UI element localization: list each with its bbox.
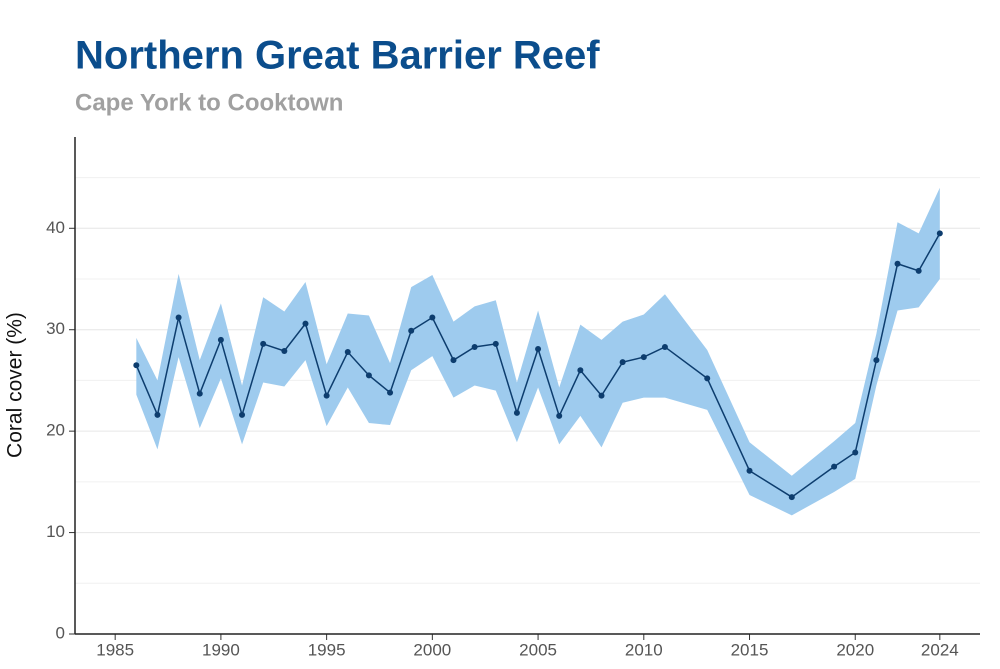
point	[535, 345, 542, 352]
point	[831, 463, 838, 470]
y-tick-label: 10	[46, 522, 65, 541]
point	[852, 449, 859, 456]
point	[196, 390, 203, 397]
point	[894, 260, 901, 267]
x-tick-label: 1985	[96, 640, 134, 659]
x-tick-label: 2024	[921, 640, 959, 659]
x-tick-label: 2000	[413, 640, 451, 659]
x-tick-label: 2010	[625, 640, 663, 659]
point	[788, 494, 795, 501]
chart-title: Northern Great Barrier Reef	[75, 34, 600, 78]
chart-subtitle: Cape York to Cooktown	[75, 89, 343, 116]
point	[556, 412, 563, 419]
point	[387, 389, 394, 396]
point	[260, 340, 267, 347]
point	[598, 392, 605, 399]
point	[450, 357, 457, 364]
point	[915, 267, 922, 274]
y-tick-label: 30	[46, 319, 65, 338]
x-tick-label: 1995	[308, 640, 346, 659]
y-axis-label: Coral cover (%)	[4, 312, 27, 458]
point	[133, 362, 140, 369]
x-tick-label: 2020	[836, 640, 874, 659]
point	[704, 375, 711, 382]
point	[577, 367, 584, 374]
point	[365, 372, 372, 379]
point	[429, 314, 436, 321]
x-tick-label: 2005	[519, 640, 557, 659]
point	[344, 349, 351, 356]
point	[323, 392, 330, 399]
point	[746, 467, 753, 474]
point	[408, 327, 415, 334]
point	[239, 411, 246, 418]
point	[619, 359, 626, 366]
point	[175, 314, 182, 321]
point	[302, 320, 309, 327]
point	[217, 336, 224, 343]
point	[471, 343, 478, 350]
point	[281, 348, 288, 355]
x-tick-label: 1990	[202, 640, 240, 659]
y-tick-label: 40	[46, 218, 65, 237]
point	[873, 357, 880, 364]
point	[492, 340, 499, 347]
point	[513, 409, 520, 416]
point	[640, 354, 647, 361]
y-tick-label: 20	[46, 421, 65, 440]
point	[154, 411, 161, 418]
point	[936, 230, 943, 237]
point	[661, 343, 668, 350]
y-tick-label: 0	[56, 623, 65, 642]
x-tick-label: 2015	[731, 640, 769, 659]
